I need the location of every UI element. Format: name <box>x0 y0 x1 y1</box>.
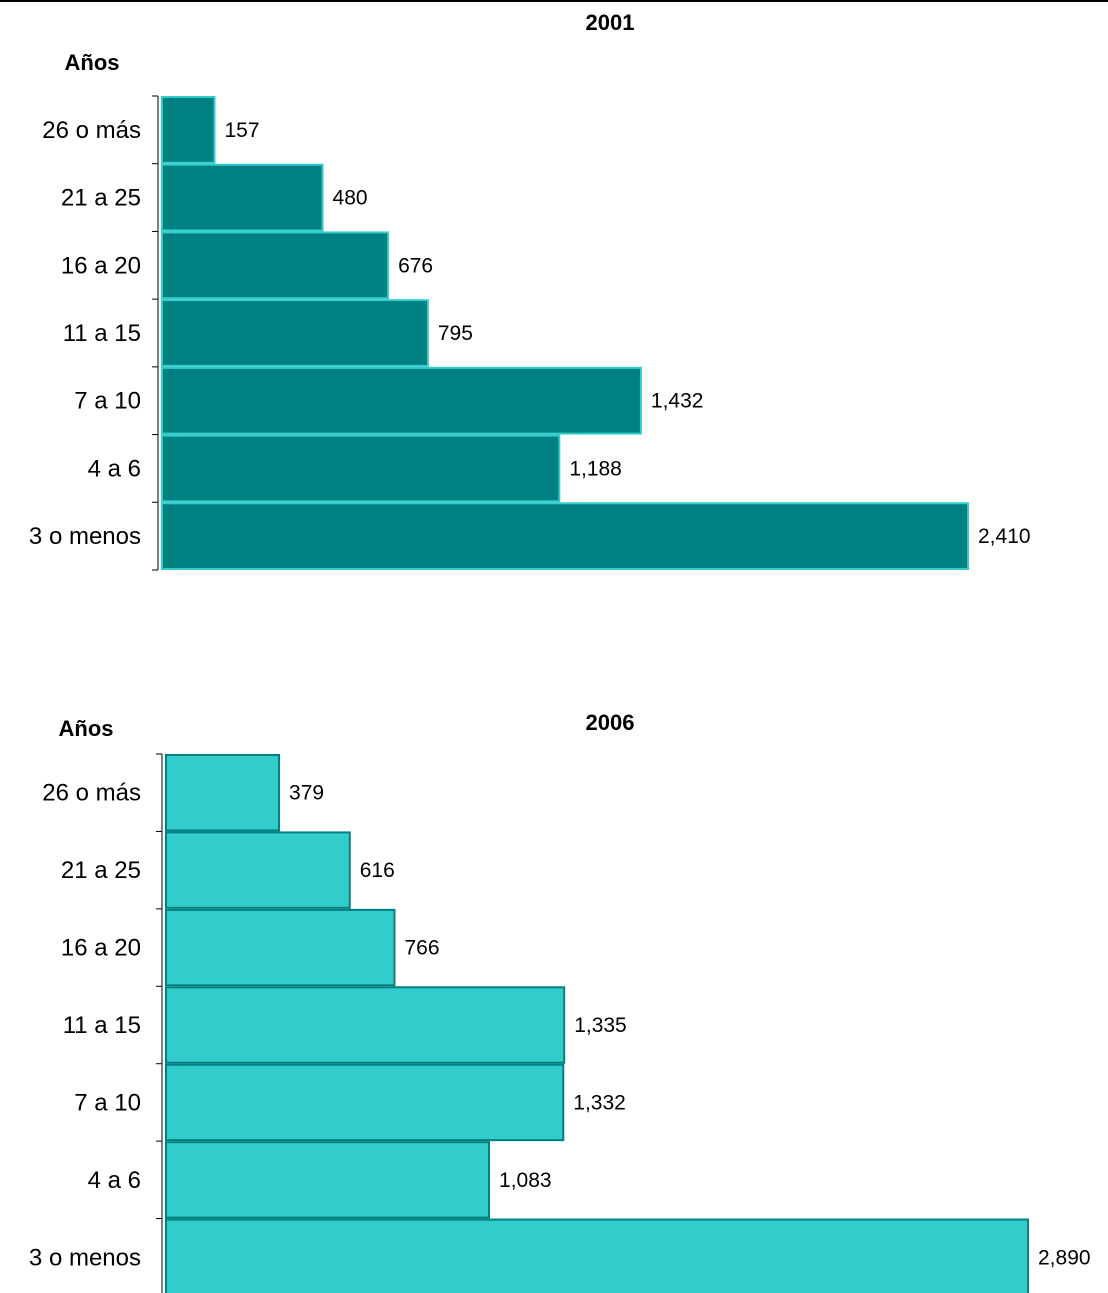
data-label: 676 <box>398 254 433 277</box>
data-label: 1,188 <box>569 457 622 480</box>
bar <box>161 231 390 300</box>
data-label: 2,890 <box>1038 1246 1091 1269</box>
data-label: 2,410 <box>978 525 1031 548</box>
bar <box>165 1063 565 1142</box>
category-label: 26 o más <box>42 780 141 807</box>
category-label: 3 o menos <box>29 523 141 550</box>
chart-2001-title: 2001 <box>586 10 635 35</box>
bar <box>161 502 969 570</box>
chart-2006: 2006 Años 26 o más 379 21 a 25 616 16 a 20 76… <box>29 710 1091 1293</box>
category-label: 11 a 15 <box>63 320 141 347</box>
chart-2006-axis-label: Años <box>59 716 114 741</box>
category-label: 21 a 25 <box>61 857 141 884</box>
category-label: 4 a 6 <box>88 455 141 482</box>
category-label: 11 a 15 <box>63 1012 141 1039</box>
data-label: 1,335 <box>574 1014 627 1037</box>
data-label: 795 <box>438 322 473 345</box>
bar <box>165 754 281 832</box>
bar <box>161 299 429 367</box>
bar <box>165 831 351 909</box>
bar <box>165 1218 1029 1293</box>
data-label: 1,083 <box>499 1169 552 1192</box>
category-label: 16 a 20 <box>61 935 141 962</box>
category-label: 26 o más <box>42 117 141 144</box>
chart-2001-bars: 26 o más 157 21 a 25 480 16 a 20 676 11 a 15 79… <box>29 95 1031 571</box>
bar <box>165 1141 491 1219</box>
data-label: 1,332 <box>573 1091 626 1114</box>
category-label: 21 a 25 <box>61 185 141 212</box>
chart-2006-bars: 26 o más 379 21 a 25 616 16 a 20 766 11 a 15 1,… <box>29 753 1091 1293</box>
category-label: 4 a 6 <box>88 1167 141 1194</box>
bar <box>161 163 324 232</box>
category-label: 7 a 10 <box>74 1089 141 1116</box>
bar <box>161 366 642 435</box>
data-label: 766 <box>404 937 439 960</box>
data-label: 1,432 <box>651 390 704 413</box>
category-label: 3 o menos <box>29 1244 141 1271</box>
data-label: 616 <box>360 859 395 882</box>
bar <box>165 908 396 987</box>
category-label: 7 a 10 <box>74 388 141 415</box>
chart-2006-title: 2006 <box>586 710 635 735</box>
data-label: 379 <box>289 782 324 805</box>
chart-2001: 2001 Años 26 o más 157 21 a 25 480 16 a 20 67… <box>29 10 1031 571</box>
bar <box>161 434 561 503</box>
bar <box>165 986 566 1064</box>
data-label: 480 <box>333 187 368 210</box>
category-label: 16 a 20 <box>61 252 141 279</box>
data-label: 157 <box>225 119 260 142</box>
bar <box>161 96 216 164</box>
chart-2001-axis-label: Años <box>65 50 120 75</box>
top-rule <box>0 0 1108 2</box>
